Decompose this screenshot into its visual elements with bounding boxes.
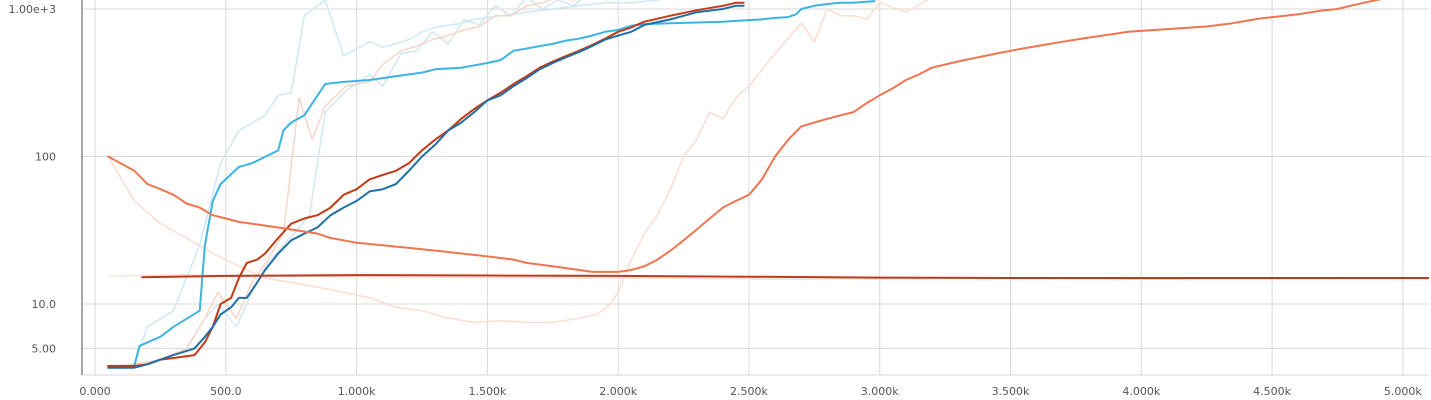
x-tick-label: 3.000k: [861, 385, 899, 398]
y-tick-label: 100: [35, 150, 56, 163]
x-tick-label: 2.000k: [599, 385, 637, 398]
series-line-raw-light-blue-a: [107, 0, 665, 367]
x-tick-label: 4.000k: [1122, 385, 1160, 398]
x-tick-label: 1.500k: [468, 385, 506, 398]
series-line-smoothed-flat-dark-red: [141, 274, 1429, 279]
grid: [82, 0, 1429, 376]
x-tick-label: 0.000: [79, 385, 111, 398]
y-tick-label: 5.00: [32, 342, 57, 355]
y-tick-label: 1.00e+3: [9, 3, 56, 16]
x-tick-label: 500.0: [210, 385, 242, 398]
x-tick-label: 1.000k: [338, 385, 376, 398]
series-line-raw-light-orange-c: [107, 273, 1417, 281]
x-tick-label: 3.500k: [992, 385, 1030, 398]
x-tick-label: 2.500k: [730, 385, 768, 398]
y-tick-labels: 5.00 10.0 100 1.00e+3: [9, 3, 56, 355]
series-line-raw-light-blue-b: [107, 0, 609, 367]
series-group: [107, 0, 1429, 369]
x-tick-label: 5.000k: [1384, 385, 1422, 398]
series-line-raw-light-orange-a: [107, 0, 577, 367]
series-line-smoothed-dark-blue: [107, 4, 745, 369]
x-tick-label: 4.500k: [1253, 385, 1291, 398]
series-line-smoothed-orange-growing: [107, 0, 1382, 273]
series-line-smoothed-dark-red: [107, 1, 745, 367]
x-tick-labels: 0.000 500.0 1.000k 1.500k 2.000k 2.500k 3.000k…: [79, 385, 1422, 398]
series-line-raw-light-orange-b: [107, 0, 929, 324]
y-tick-label: 10.0: [32, 298, 57, 311]
series-line-smoothed-cyan: [107, 0, 876, 367]
